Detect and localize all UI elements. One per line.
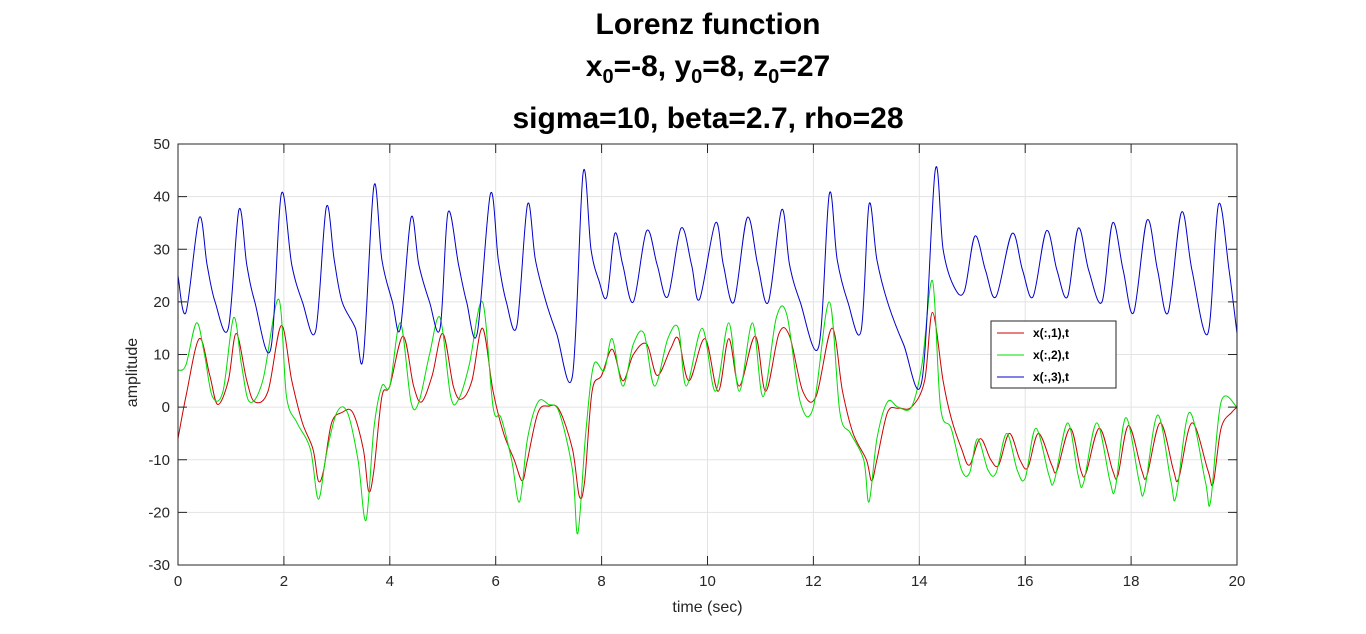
title-x-value: =-8, bbox=[613, 50, 675, 83]
y-tick-label: -10 bbox=[148, 452, 170, 469]
series-x2-line bbox=[177, 280, 1238, 535]
series-layer bbox=[177, 166, 1238, 535]
y-tick-label: 50 bbox=[153, 136, 170, 153]
x-tick-label: 18 bbox=[1123, 573, 1140, 590]
series-x3-line bbox=[177, 166, 1238, 390]
x-tick-label: 16 bbox=[1017, 573, 1034, 590]
title-y-label: y bbox=[674, 50, 692, 83]
chart-title-line-1: Lorenz function bbox=[595, 8, 821, 41]
y-tick-label: -30 bbox=[148, 557, 170, 574]
x-tick-label: 6 bbox=[492, 573, 500, 590]
title-x-sub: 0 bbox=[602, 66, 614, 88]
x-tick-label: 4 bbox=[386, 573, 394, 590]
legend: x(:,1),t x(:,2),t x(:,3),t bbox=[990, 320, 1117, 389]
y-tick-label: 30 bbox=[153, 241, 170, 258]
title-y-value: =8, bbox=[702, 50, 754, 83]
x-axis-label: time (sec) bbox=[672, 599, 742, 616]
x-tick-label: 12 bbox=[805, 573, 822, 590]
tick-labels: 0 2 4 6 8 10 12 14 16 18 20 -30 -20 -10 0 10 20 30 40 50 bbox=[148, 136, 1245, 590]
chart-title-line-3: sigma=10, beta=2.7, rho=28 bbox=[512, 102, 904, 135]
x-tick-label: 8 bbox=[597, 573, 605, 590]
series-x1-line bbox=[177, 311, 1238, 500]
y-tick-label: 0 bbox=[162, 399, 170, 416]
title-y-sub: 0 bbox=[691, 66, 703, 88]
title-z-value: =27 bbox=[779, 50, 831, 83]
legend-label: x(:,1),t bbox=[1033, 326, 1069, 340]
title-x-label: x bbox=[585, 50, 603, 83]
legend-label: x(:,3),t bbox=[1033, 370, 1069, 384]
x-tick-label: 10 bbox=[699, 573, 716, 590]
x-tick-label: 0 bbox=[174, 573, 182, 590]
chart-title-line-2: x0=-8, y0=8, z0=27 bbox=[0, 50, 1366, 89]
title-z-sub: 0 bbox=[768, 66, 780, 88]
x-tick-label: 20 bbox=[1229, 573, 1246, 590]
x-tick-label: 14 bbox=[911, 573, 928, 590]
x-tick-label: 2 bbox=[280, 573, 288, 590]
legend-label: x(:,2),t bbox=[1033, 348, 1069, 362]
y-tick-label: -20 bbox=[148, 504, 170, 521]
axes bbox=[177, 143, 1238, 566]
y-axis-label: amplitude bbox=[124, 338, 141, 407]
y-tick-label: 10 bbox=[153, 347, 170, 364]
y-tick-label: 20 bbox=[153, 294, 170, 311]
title-z-label: z bbox=[753, 50, 769, 83]
y-tick-label: 40 bbox=[153, 189, 170, 206]
